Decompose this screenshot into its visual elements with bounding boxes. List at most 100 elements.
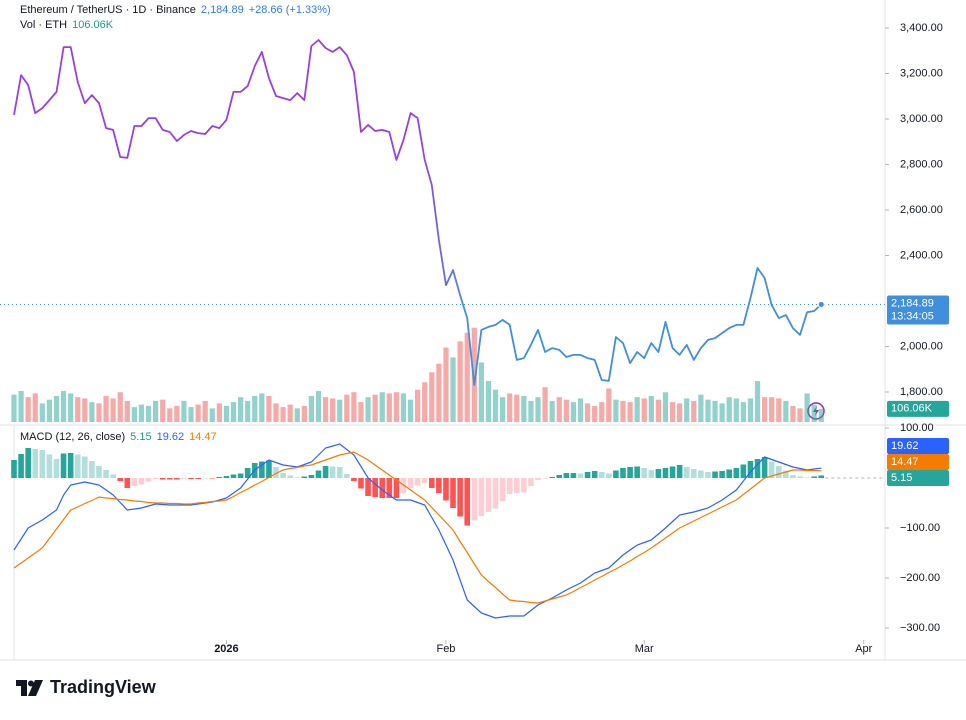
histogram-bar bbox=[294, 477, 301, 478]
histogram-bar bbox=[174, 478, 180, 480]
volume-legend: Vol · ETH 106.06K bbox=[20, 19, 113, 31]
histogram-bar bbox=[584, 472, 591, 478]
x-tick-label: Apr bbox=[855, 643, 872, 655]
volume-bar bbox=[145, 405, 152, 422]
volume-bar bbox=[280, 407, 286, 422]
volume-bar bbox=[740, 402, 746, 422]
volume-bar bbox=[46, 399, 53, 422]
volume-bar bbox=[400, 393, 407, 422]
histogram-bar bbox=[273, 467, 279, 478]
histogram-bar bbox=[60, 453, 67, 478]
histogram-bar bbox=[407, 478, 414, 488]
hist-box-label: 5.15 bbox=[891, 472, 912, 484]
volume-bar bbox=[117, 392, 123, 422]
volume-bar bbox=[39, 403, 45, 422]
volume-bar bbox=[783, 400, 789, 422]
x-tick-label: Feb bbox=[436, 643, 455, 655]
volume-bar bbox=[308, 395, 315, 422]
volume-bar bbox=[153, 400, 159, 422]
histogram-bar bbox=[691, 469, 697, 478]
histogram-bar bbox=[329, 466, 336, 478]
histogram-bar bbox=[103, 470, 109, 478]
volume-bar bbox=[216, 403, 222, 422]
histogram-bar bbox=[662, 468, 669, 478]
histogram-bar bbox=[563, 473, 570, 478]
volume-bar bbox=[712, 400, 718, 422]
histogram-bar bbox=[39, 450, 46, 478]
volume-bar bbox=[195, 404, 201, 422]
histogram-bar bbox=[308, 475, 315, 478]
volume-bar bbox=[747, 398, 754, 422]
volume-bar bbox=[386, 393, 392, 422]
histogram-bar bbox=[216, 477, 223, 478]
histogram-bar bbox=[754, 459, 761, 478]
histogram-bar bbox=[655, 469, 662, 478]
y-tick-label: 2,400.00 bbox=[900, 249, 943, 261]
histogram-bar bbox=[124, 478, 131, 488]
volume-bar bbox=[245, 400, 251, 422]
y-tick-label: −300.00 bbox=[900, 622, 940, 634]
histogram-bar bbox=[598, 472, 605, 478]
volume-bar bbox=[18, 390, 24, 422]
volume-bar bbox=[181, 400, 187, 422]
histogram-bar bbox=[783, 470, 789, 478]
volume-bar bbox=[174, 405, 180, 422]
volume-value: 106.06K bbox=[72, 19, 114, 31]
volume-bar bbox=[393, 392, 399, 422]
volume-bar bbox=[110, 398, 116, 422]
histogram-bar bbox=[159, 478, 166, 480]
histogram-bar bbox=[747, 461, 754, 478]
volume-bar bbox=[259, 393, 265, 422]
price-line bbox=[13, 39, 822, 386]
histogram-bar bbox=[542, 478, 548, 479]
histogram-bar bbox=[606, 473, 612, 478]
volume-bar bbox=[478, 362, 484, 422]
histogram-bar bbox=[25, 448, 31, 478]
histogram-bar bbox=[237, 473, 244, 478]
histogram-bar bbox=[549, 477, 555, 478]
volume-box-label-box bbox=[887, 400, 949, 417]
histogram-bar bbox=[181, 478, 187, 479]
volume-bar bbox=[429, 372, 435, 422]
histogram-bar bbox=[556, 475, 563, 478]
histogram-bar bbox=[634, 466, 640, 478]
volume-bar bbox=[103, 395, 109, 422]
volume-bar bbox=[124, 400, 130, 422]
volume-bar bbox=[266, 395, 272, 422]
volume-bar bbox=[705, 399, 711, 422]
histogram-bar bbox=[358, 478, 364, 489]
volume-bar bbox=[492, 389, 499, 422]
y-tick-label: 2,600.00 bbox=[900, 204, 943, 216]
histogram-bar bbox=[386, 478, 393, 498]
volume-bar bbox=[549, 400, 555, 422]
volume-bar bbox=[273, 403, 279, 422]
volume-bar bbox=[634, 397, 640, 422]
volume-bar bbox=[315, 390, 322, 422]
volume-box-label: 106.06K bbox=[891, 403, 933, 415]
histogram-bar bbox=[521, 478, 527, 493]
histogram-bar bbox=[74, 454, 81, 478]
volume-bar bbox=[535, 397, 541, 422]
price-change: +28.66 (+1.33%) bbox=[248, 4, 331, 16]
volume-bar bbox=[351, 392, 357, 422]
y-tick-label: 2,000.00 bbox=[900, 340, 943, 352]
histogram-bar bbox=[209, 478, 216, 479]
histogram-bar bbox=[485, 478, 492, 512]
histogram-bar bbox=[96, 466, 102, 478]
volume-bar bbox=[584, 403, 591, 422]
price-box-label: 2,184.89 bbox=[891, 297, 934, 309]
histogram-bar bbox=[344, 474, 350, 478]
volume-bar bbox=[627, 402, 633, 422]
volume-bar bbox=[669, 402, 676, 422]
macd-title: MACD (12, 26, close) bbox=[20, 431, 126, 443]
volume-bar bbox=[471, 327, 477, 422]
histogram-bar bbox=[223, 476, 230, 478]
histogram-bar bbox=[322, 466, 329, 478]
volume-bar bbox=[648, 395, 654, 422]
y-tick-label: 3,400.00 bbox=[900, 22, 943, 34]
volume-bar bbox=[96, 403, 102, 422]
volume-bar bbox=[599, 402, 605, 422]
histogram-bar bbox=[471, 478, 478, 521]
